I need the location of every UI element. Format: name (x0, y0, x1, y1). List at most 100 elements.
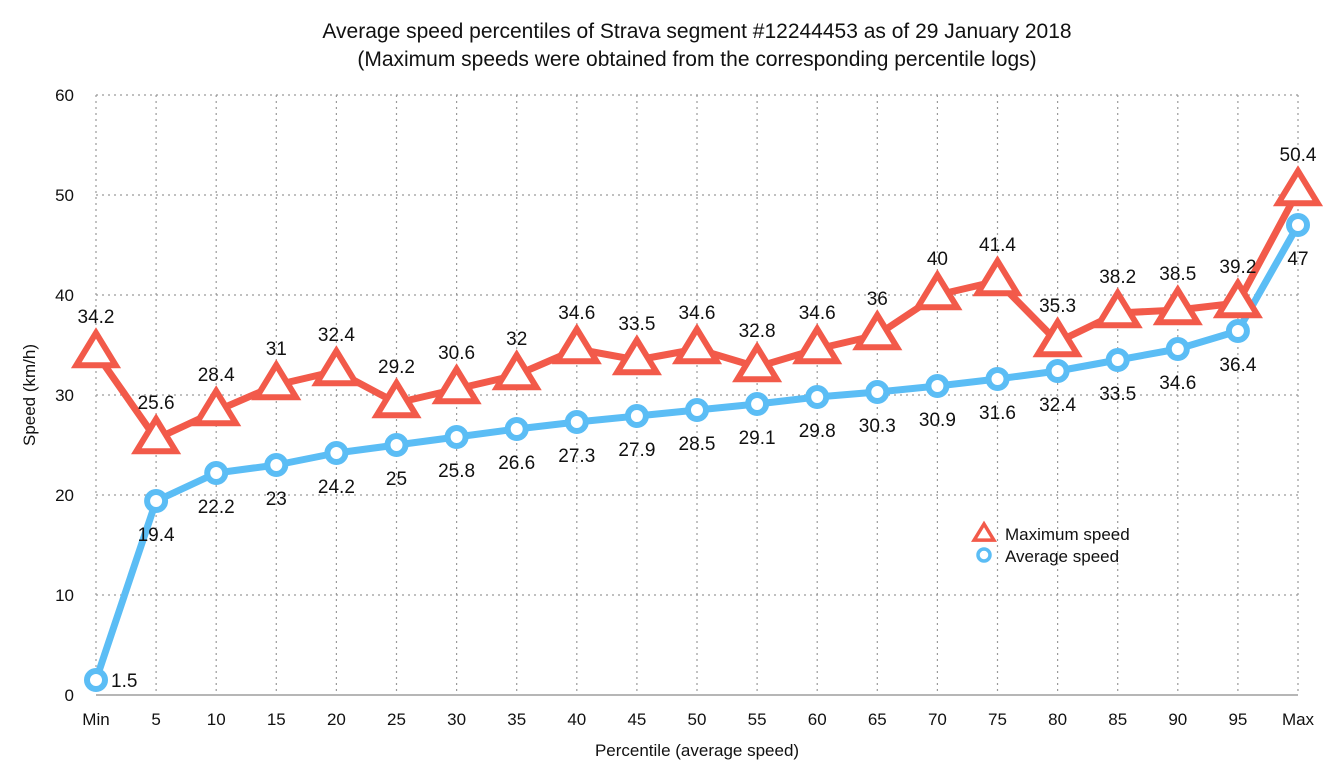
data-label: 34.2 (78, 307, 115, 328)
x-tick-label: 65 (868, 710, 887, 729)
data-label: 33.5 (1099, 384, 1136, 405)
data-point (1286, 213, 1310, 237)
data-label: 22.2 (198, 497, 235, 518)
data-point (611, 334, 662, 376)
data-point (131, 413, 182, 455)
y-tick-labels: 0 10 20 30 40 50 60 (55, 86, 74, 705)
x-tick-label: 95 (1228, 710, 1247, 729)
data-point (191, 385, 242, 427)
data-point (1105, 348, 1130, 372)
legend-item-maximum-speed: Maximum speed (971, 520, 1130, 544)
data-label: 23 (266, 489, 287, 510)
data-label: 30.6 (438, 343, 475, 364)
data-point (564, 410, 589, 434)
data-label: 35.3 (1039, 296, 1076, 317)
y-tick-label: 60 (55, 86, 74, 105)
data-label: 32.4 (318, 325, 355, 346)
data-label: 25 (386, 469, 407, 490)
data-point (745, 392, 770, 416)
chart-subtitle: (Maximum speeds were obtained from the c… (357, 48, 1036, 71)
data-point (1152, 284, 1203, 326)
data-point (624, 404, 649, 428)
data-label: 36.4 (1219, 355, 1256, 376)
data-label: 38.2 (1099, 267, 1136, 288)
data-label: 34.6 (679, 303, 716, 324)
x-tick-labels: Min 5 10 15 20 25 30 35 40 45 50 55 60 65 70 75 80 85 90 95… (82, 710, 1314, 729)
data-point (1212, 277, 1263, 319)
x-tick-label: Min (82, 710, 109, 729)
x-tick-label: 5 (151, 710, 160, 729)
data-point (1272, 165, 1324, 207)
legend-marker-circle (976, 547, 992, 563)
series-maximum-speed (70, 165, 1324, 455)
data-point (985, 367, 1010, 391)
y-tick-label: 50 (55, 186, 74, 205)
x-tick-label: 50 (688, 710, 707, 729)
legend-marker-triangle (971, 520, 997, 542)
data-point (852, 309, 903, 351)
data-label: 50.4 (1280, 145, 1317, 166)
data-point (792, 323, 843, 365)
data-point (264, 453, 289, 477)
data-label: 30.9 (919, 410, 956, 431)
data-point (204, 461, 229, 485)
data-label: 29.8 (799, 421, 836, 442)
chart-title: Average speed percentiles of Strava segm… (322, 20, 1071, 43)
data-label: 32.8 (739, 321, 776, 342)
x-tick-label: 25 (387, 710, 406, 729)
data-label: 31 (266, 339, 287, 360)
series (70, 165, 1324, 692)
data-label: 36 (867, 289, 888, 310)
data-label: 29.1 (739, 428, 776, 449)
data-label: 39.2 (1219, 257, 1256, 278)
data-point (251, 359, 302, 401)
data-point (685, 398, 709, 422)
x-tick-label: 40 (567, 710, 586, 729)
legend-label-maximum-speed: Maximum speed (1005, 525, 1130, 544)
data-point (865, 380, 890, 404)
data-label: 47 (1287, 249, 1308, 270)
data-point (1032, 316, 1083, 358)
data-point (70, 327, 122, 369)
data-label: 26.6 (498, 453, 535, 474)
data-label: 34.6 (1159, 373, 1196, 394)
data-point (925, 374, 950, 398)
data-label: 38.5 (1159, 264, 1196, 285)
data-label: 33.5 (618, 314, 655, 335)
x-tick-label: 70 (928, 710, 947, 729)
x-tick-label: 55 (748, 710, 767, 729)
data-point (912, 269, 963, 311)
data-label: 19.4 (138, 525, 175, 546)
data-label: 27.9 (618, 440, 655, 461)
data-point (84, 668, 108, 692)
y-tick-label: 10 (55, 586, 74, 605)
x-tick-label: 20 (327, 710, 346, 729)
data-point (504, 417, 529, 441)
data-label: 30.3 (859, 416, 896, 437)
x-tick-label: 15 (267, 710, 286, 729)
data-labels: 34.2 25.6 28.4 31 32.4 29.2 30.6 32 34.6 33.5 34.6… (78, 145, 1317, 692)
y-tick-label: 0 (65, 686, 74, 705)
data-point (371, 377, 422, 419)
data-point (805, 385, 830, 409)
data-point (551, 323, 602, 365)
x-tick-label: 85 (1108, 710, 1127, 729)
data-label: 32 (506, 329, 527, 350)
x-tick-label: 60 (808, 710, 827, 729)
data-point (311, 345, 362, 387)
y-axis-label: Speed (km/h) (20, 344, 39, 446)
data-label: 34.6 (558, 303, 595, 324)
data-label: 27.3 (558, 446, 595, 467)
data-point (1225, 319, 1250, 343)
data-label: 29.2 (378, 357, 415, 378)
data-point (1092, 287, 1143, 329)
x-tick-label: 80 (1048, 710, 1067, 729)
data-point (491, 349, 542, 391)
data-point (444, 425, 469, 449)
data-label: 32.4 (1039, 395, 1076, 416)
y-tick-label: 40 (55, 286, 74, 305)
y-tick-label: 20 (55, 486, 74, 505)
data-label: 28.4 (198, 365, 235, 386)
x-tick-label: 30 (447, 710, 466, 729)
x-tick-label: 75 (988, 710, 1007, 729)
